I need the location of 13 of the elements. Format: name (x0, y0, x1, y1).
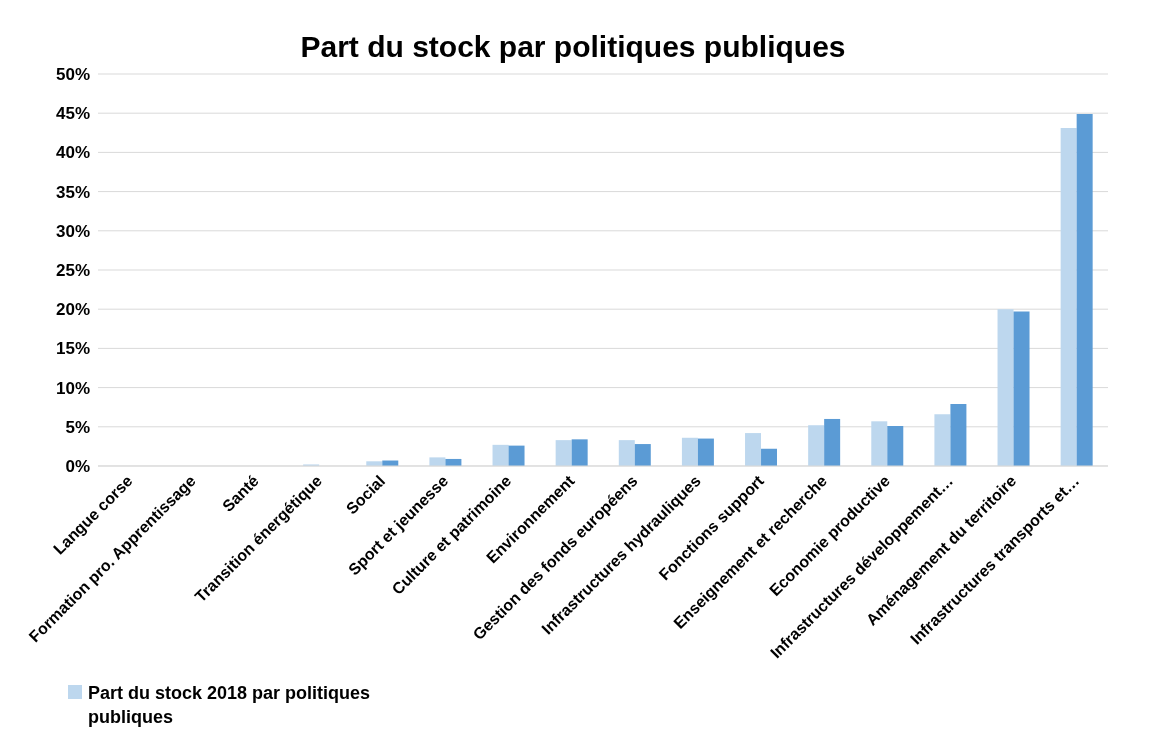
y-tick-label: 35% (55, 182, 90, 202)
y-tick-label: 40% (55, 143, 90, 163)
chart-title: Part du stock par politiques publiques (299, 30, 847, 64)
y-tick-label: 50% (55, 65, 90, 85)
y-tick-label: 45% (55, 104, 90, 124)
legend-label: Part du stock 2018 par politiques publiques (88, 682, 372, 729)
y-tick-label: 0% (65, 457, 90, 477)
y-tick-label: 25% (55, 261, 90, 281)
y-tick-label: 15% (55, 339, 90, 359)
y-tick-label: 10% (55, 378, 90, 398)
y-tick-label: 30% (55, 221, 90, 241)
y-tick-label: 5% (65, 417, 90, 437)
y-tick-label: 20% (55, 300, 90, 320)
